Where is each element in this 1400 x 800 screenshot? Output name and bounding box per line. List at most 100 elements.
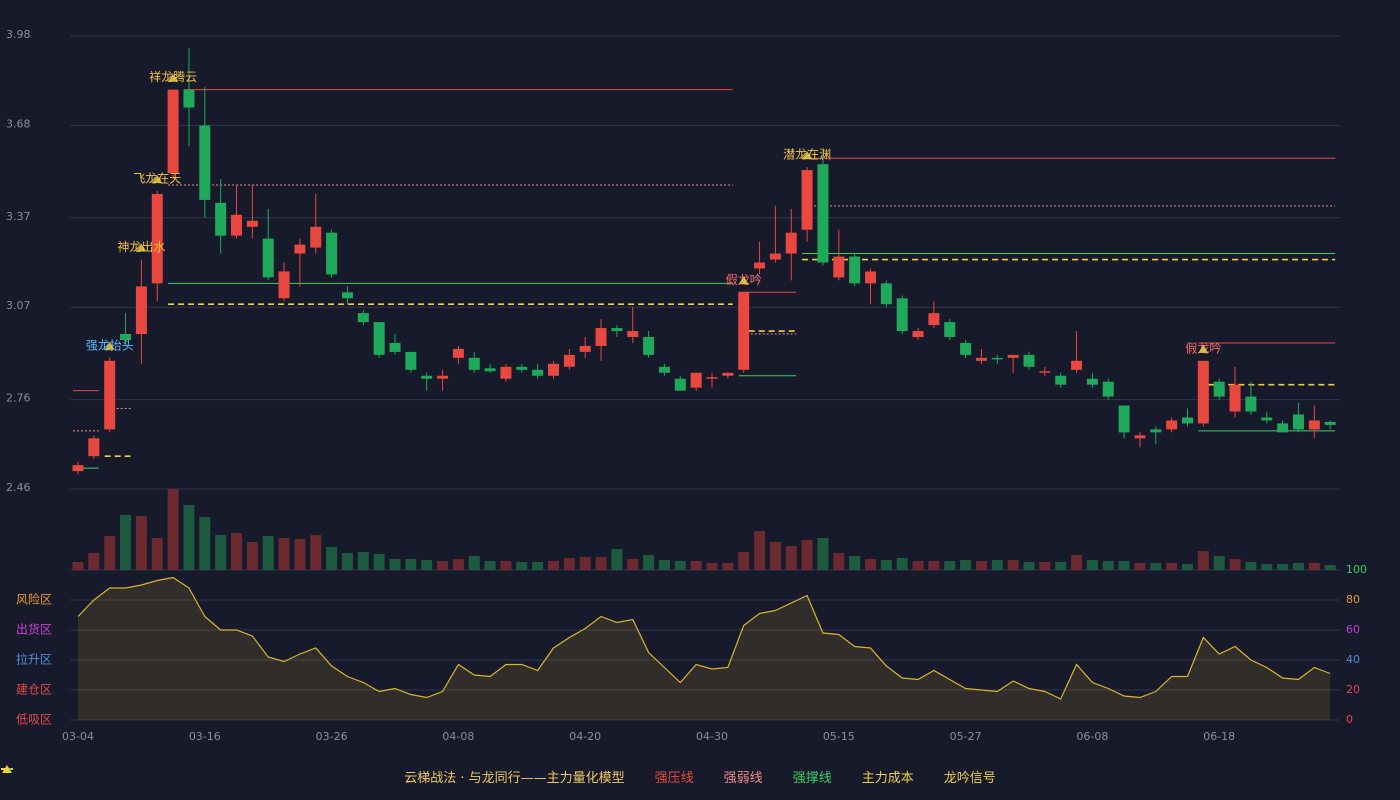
volume-bar	[1197, 551, 1209, 570]
volume-bar	[785, 546, 797, 570]
volume-bar	[849, 556, 861, 570]
volume-bar	[1134, 563, 1146, 570]
candle-body	[310, 226, 322, 248]
candle-body	[595, 328, 607, 346]
volume-bar	[215, 535, 227, 570]
volume-bar	[135, 516, 147, 570]
volume-bar	[912, 561, 924, 570]
candle-body	[611, 328, 623, 332]
volume-bar	[294, 539, 306, 570]
volume-bar	[611, 549, 623, 570]
volume-bar	[484, 561, 496, 570]
y2-tick-label: 80	[1346, 593, 1360, 606]
candle-body	[912, 331, 924, 338]
legend-item: 强弱线	[1, 767, 763, 786]
volume-bar	[1150, 563, 1162, 570]
volume-bar	[1308, 563, 1320, 570]
candle-body	[1229, 384, 1241, 412]
candle-body	[1292, 414, 1304, 430]
y2-tick-label: 0	[1346, 713, 1353, 726]
candle-body	[880, 283, 892, 305]
candle-body	[738, 292, 750, 370]
volume-bar	[1102, 561, 1114, 570]
volume-bar	[1023, 562, 1035, 570]
candle-body	[72, 465, 84, 472]
candle-body	[1007, 354, 1019, 358]
candle-body	[437, 375, 449, 379]
candle-body	[1166, 420, 1178, 430]
volume-bar	[674, 561, 686, 570]
volume-bar	[658, 560, 670, 570]
y2-tick-label: 40	[1346, 653, 1360, 666]
x-tick-label: 06-08	[1076, 730, 1108, 743]
volume-bar	[975, 561, 987, 570]
candle-body	[1134, 435, 1146, 439]
candle-body	[1182, 417, 1193, 424]
zone-label: 低吸区	[16, 713, 52, 727]
candle-body	[294, 244, 306, 254]
candle-body	[643, 337, 655, 355]
candle-body	[468, 357, 480, 370]
candle-body	[1197, 360, 1209, 424]
signal-marker	[168, 73, 179, 82]
candle-body	[532, 369, 544, 376]
candle-body	[1213, 381, 1225, 397]
candle-body	[896, 298, 908, 332]
y2-tick-label: 20	[1346, 683, 1360, 696]
candle-body	[991, 357, 1003, 360]
indicator-area	[78, 577, 1331, 720]
candle-body	[658, 366, 670, 373]
candle-body	[833, 256, 845, 278]
candle-body	[928, 313, 940, 326]
volume-bar	[341, 553, 353, 570]
volume-bar	[801, 540, 813, 570]
volume-bar	[421, 560, 433, 570]
volume-bar	[769, 542, 781, 570]
candle-body	[135, 286, 147, 335]
candle-body	[1150, 429, 1162, 433]
candle-body	[849, 256, 861, 284]
candle-body	[88, 438, 100, 457]
candle-body	[801, 170, 813, 230]
volume-bar	[310, 535, 322, 570]
candle-body	[199, 125, 211, 200]
volume-bar	[1086, 560, 1098, 570]
signal-marker	[152, 174, 163, 183]
candle-body	[722, 372, 734, 376]
volume-bar	[373, 554, 385, 570]
x-tick-label: 05-15	[823, 730, 855, 743]
zone-label: 出货区	[16, 622, 52, 637]
volume-bar	[183, 505, 195, 570]
volume-bar	[262, 536, 274, 570]
zone-label: 风险区	[16, 592, 52, 607]
volume-bar	[1261, 564, 1273, 570]
legend-item: 龙吟信号	[2, 765, 996, 786]
candle-body	[389, 342, 401, 352]
volume-bar	[690, 561, 702, 570]
candle-body	[326, 232, 338, 275]
volume-bar	[246, 542, 258, 570]
candle-body	[516, 366, 528, 370]
x-tick-label: 03-04	[62, 730, 94, 743]
volume-bar	[1166, 563, 1178, 570]
candle-body	[231, 214, 242, 236]
volume-bar	[991, 560, 1003, 570]
candle-body	[975, 357, 987, 361]
legend-icon	[2, 765, 12, 773]
volume-bar	[1324, 565, 1336, 570]
candle-body	[690, 372, 702, 388]
volume-bar	[1229, 559, 1241, 570]
y-tick-label: 3.07	[6, 299, 31, 312]
legend-label: 强撑线	[792, 770, 832, 786]
volume-bar	[500, 561, 512, 570]
volume-bar	[452, 559, 464, 570]
volume-bar	[563, 558, 575, 570]
candle-body	[627, 331, 639, 338]
volume-bar	[532, 562, 544, 570]
volume-bar	[944, 561, 956, 570]
signal-marker	[1198, 344, 1209, 353]
candle-body	[1039, 371, 1051, 373]
legend-symbol	[2, 765, 12, 773]
